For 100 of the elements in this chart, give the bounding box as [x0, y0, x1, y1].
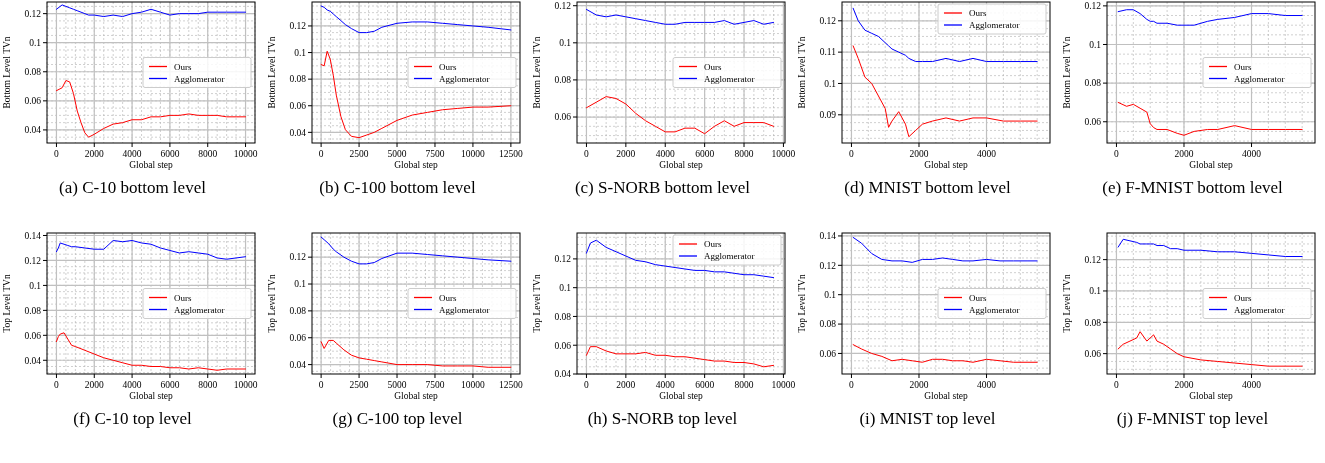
- y-tick-label: 0.08: [554, 75, 572, 86]
- x-tick-label: 7500: [425, 380, 445, 390]
- x-tick-label: 6000: [160, 149, 180, 159]
- x-axis-title: Global step: [129, 160, 174, 170]
- x-axis-title: Global step: [924, 160, 969, 170]
- line-series: [852, 45, 1038, 138]
- x-tick-label: 5000: [387, 380, 407, 390]
- x-tick-label: 0: [54, 149, 60, 159]
- y-tick-label: 0.14: [819, 231, 837, 242]
- y-tick-label: 0.04: [554, 369, 572, 380]
- line-series: [320, 236, 512, 265]
- x-tick-label: 10000: [771, 380, 796, 390]
- line-series: [1117, 238, 1303, 257]
- y-axis-title: Bottom Level TVn: [267, 36, 277, 109]
- y-tick-label: 0.12: [1084, 1, 1102, 12]
- y-tick-label: 0.1: [29, 38, 42, 49]
- legend-label: Ours: [704, 61, 722, 72]
- x-tick-label: 0: [584, 380, 590, 390]
- y-tick-label: 0.08: [1084, 317, 1102, 328]
- line-series: [585, 239, 775, 279]
- legend-label: Ours: [969, 8, 987, 18]
- y-tick-label: 0.12: [819, 16, 837, 27]
- x-tick-label: 4000: [655, 149, 675, 159]
- y-tick-label: 0.11: [819, 47, 837, 58]
- y-tick-label: 0.1: [1089, 286, 1102, 297]
- x-tick-label: 8000: [734, 380, 754, 390]
- y-axis-title: Bottom Level TVn: [1062, 36, 1072, 109]
- y-tick-label: 0.08: [554, 311, 572, 322]
- legend-label: Ours: [439, 292, 457, 303]
- x-axis-title: Global step: [394, 160, 439, 170]
- y-tick-label: 0.12: [554, 1, 572, 12]
- y-tick-label: 0.04: [289, 127, 307, 138]
- y-tick-label: 0.1: [1089, 39, 1102, 50]
- y-tick-label: 0.12: [289, 21, 307, 32]
- y-tick-label: 0.08: [819, 319, 837, 330]
- y-tick-label: 0.08: [1084, 78, 1102, 89]
- y-tick-label: 0.04: [24, 125, 42, 136]
- x-tick-label: 4000: [977, 149, 997, 159]
- line-series: [1117, 9, 1303, 26]
- x-tick-label: 4000: [122, 149, 142, 159]
- x-tick-label: 6000: [695, 149, 715, 159]
- x-tick-label: 0: [584, 149, 590, 159]
- legend-label: Agglomerator: [704, 251, 755, 261]
- x-tick-label: 6000: [695, 380, 715, 390]
- y-tick-label: 0.1: [824, 290, 837, 301]
- line-series: [852, 7, 1038, 63]
- x-axis-title: Global step: [659, 391, 704, 401]
- y-tick-label: 0.06: [819, 348, 837, 359]
- y-tick-label: 0.06: [1084, 117, 1102, 128]
- y-axis-title: Top Level TVn: [797, 274, 807, 333]
- line-series: [55, 332, 247, 371]
- y-tick-label: 0.06: [554, 340, 572, 351]
- text: (j) F-MNIST top level: [1116, 409, 1269, 428]
- x-tick-label: 4000: [1242, 149, 1262, 159]
- y-tick-label: 0.12: [819, 260, 837, 271]
- legend-label: Ours: [969, 292, 987, 303]
- y-axis-title: Bottom Level TVn: [797, 36, 807, 109]
- x-tick-label: 0: [849, 149, 855, 159]
- x-tick-label: 2000: [84, 149, 105, 159]
- legend-label: Agglomerator: [174, 304, 225, 315]
- legend-label: Ours: [1234, 61, 1252, 72]
- line-series: [55, 4, 247, 18]
- text: (f) C-10 top level: [73, 409, 193, 428]
- legend-label: Ours: [1234, 292, 1252, 303]
- y-tick-label: 0.08: [289, 306, 307, 317]
- line-series: [585, 8, 775, 25]
- text: (c) S-NORB bottom level: [574, 178, 751, 197]
- y-tick-label: 0.1: [824, 78, 837, 89]
- x-tick-label: 2500: [349, 380, 369, 390]
- x-tick-label: 0: [1114, 380, 1120, 390]
- legend-label: Agglomerator: [439, 73, 490, 84]
- legend-label: Ours: [704, 239, 722, 249]
- y-tick-label: 0.08: [24, 305, 42, 316]
- x-axis-title: Global step: [394, 391, 439, 401]
- x-axis-title: Global step: [1189, 160, 1234, 170]
- line-series: [1117, 331, 1303, 367]
- y-axis-title: Top Level TVn: [532, 274, 542, 333]
- x-tick-label: 2000: [1174, 149, 1194, 159]
- x-tick-label: 2000: [1174, 380, 1194, 390]
- legend-label: Agglomerator: [969, 20, 1020, 30]
- legend-label: Agglomerator: [439, 304, 490, 315]
- x-tick-label: 0: [318, 380, 324, 390]
- x-tick-label: 6000: [160, 380, 180, 390]
- line-series: [320, 5, 512, 34]
- text: (d) MNIST bottom level: [844, 178, 1011, 197]
- y-tick-label: 0.06: [289, 333, 307, 344]
- x-tick-label: 8000: [198, 380, 218, 390]
- y-tick-label: 0.1: [559, 283, 572, 293]
- text: (h) S-NORB top level: [587, 409, 738, 428]
- line-series: [852, 344, 1038, 363]
- x-tick-label: 7500: [425, 149, 445, 159]
- x-tick-label: 0: [54, 380, 60, 390]
- y-tick-label: 0.12: [289, 252, 307, 263]
- y-axis-title: Top Level TVn: [2, 274, 12, 333]
- x-tick-label: 4000: [122, 380, 142, 390]
- x-axis-title: Global step: [924, 391, 969, 401]
- line-series: [320, 50, 512, 139]
- y-tick-label: 0.08: [24, 67, 42, 78]
- y-axis-title: Top Level TVn: [1062, 274, 1072, 333]
- x-tick-label: 0: [1114, 149, 1120, 159]
